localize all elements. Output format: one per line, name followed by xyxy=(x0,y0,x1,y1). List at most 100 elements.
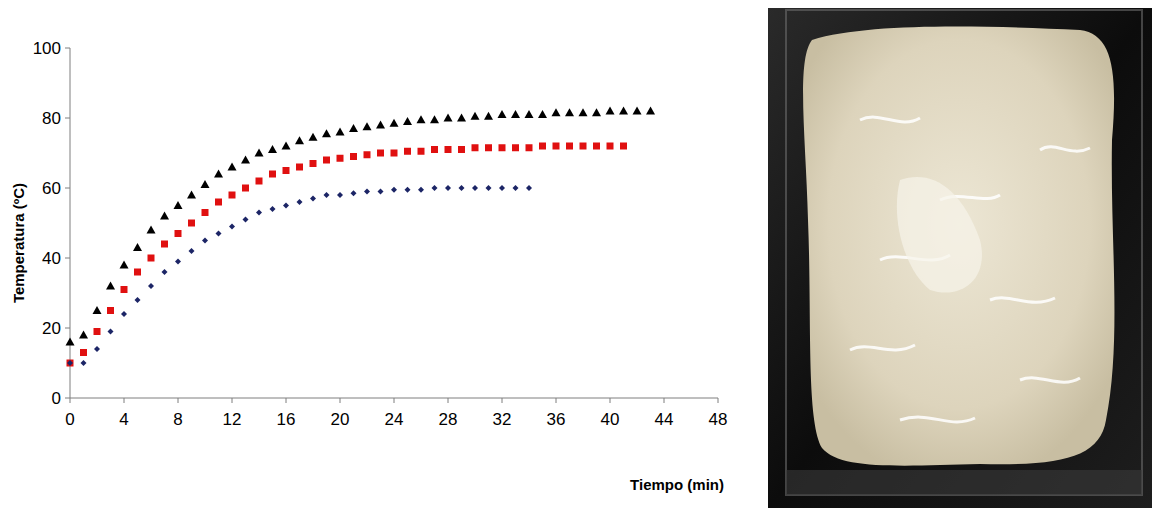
data-point xyxy=(592,108,601,116)
data-point xyxy=(364,151,371,158)
x-tick xyxy=(340,398,341,403)
data-point xyxy=(120,261,129,269)
x-tick xyxy=(286,398,287,403)
reflection xyxy=(1020,378,1080,382)
data-point xyxy=(606,107,615,115)
bag-contents xyxy=(803,27,1114,466)
data-point xyxy=(66,338,75,346)
data-point xyxy=(121,286,128,293)
x-tick-label: 8 xyxy=(173,410,182,429)
data-point xyxy=(349,124,358,132)
data-point xyxy=(270,206,276,212)
data-point xyxy=(350,153,357,160)
y-tick-label: 80 xyxy=(42,109,61,128)
y-tick xyxy=(65,188,70,189)
x-tick xyxy=(556,398,557,403)
data-point xyxy=(552,108,561,116)
data-point xyxy=(93,306,102,314)
x-tick-label: 12 xyxy=(223,410,242,429)
data-point xyxy=(322,129,331,137)
y-tick xyxy=(65,118,70,119)
data-point xyxy=(418,148,425,155)
data-point xyxy=(310,160,317,167)
data-point xyxy=(162,269,168,275)
data-point xyxy=(486,185,492,191)
x-tick-label: 0 xyxy=(65,410,74,429)
x-tick-label: 48 xyxy=(709,410,728,429)
y-axis-title: Temperatura (ºC) xyxy=(10,183,27,303)
data-point xyxy=(268,145,277,153)
data-point xyxy=(323,157,330,164)
data-point xyxy=(94,346,100,352)
data-point xyxy=(242,185,249,192)
data-point xyxy=(201,180,210,188)
x-tick-label: 40 xyxy=(601,410,620,429)
data-point xyxy=(79,331,88,339)
data-point xyxy=(538,110,547,118)
data-point xyxy=(418,187,424,193)
data-point xyxy=(404,148,411,155)
data-point xyxy=(403,117,412,125)
data-point xyxy=(364,189,370,195)
data-point xyxy=(378,189,384,195)
data-point xyxy=(513,185,519,191)
data-point xyxy=(511,110,520,118)
data-point xyxy=(121,311,127,317)
data-point xyxy=(553,143,560,150)
data-point xyxy=(445,146,452,153)
figure: 02040608010004812162024283236404448Tempe… xyxy=(0,0,1152,508)
data-point xyxy=(526,185,532,191)
x-tick-label: 16 xyxy=(277,410,296,429)
data-point xyxy=(499,185,505,191)
reflection xyxy=(897,177,982,292)
x-tick xyxy=(448,398,449,403)
data-point xyxy=(187,191,196,199)
data-point xyxy=(471,112,480,120)
data-point xyxy=(161,241,168,248)
y-tick xyxy=(65,258,70,259)
data-point xyxy=(67,360,73,366)
data-point xyxy=(106,282,115,290)
data-point xyxy=(337,155,344,162)
data-point xyxy=(565,108,574,116)
data-point xyxy=(376,121,385,129)
data-point xyxy=(148,283,154,289)
data-point xyxy=(484,112,493,120)
data-point xyxy=(229,192,236,199)
plot-area xyxy=(66,107,656,367)
data-point xyxy=(633,107,642,115)
data-point xyxy=(295,136,304,144)
x-tick xyxy=(394,398,395,403)
data-point xyxy=(351,190,357,196)
x-tick-label: 44 xyxy=(655,410,674,429)
data-point xyxy=(80,349,87,356)
reflection xyxy=(860,117,920,122)
x-tick xyxy=(232,398,233,403)
x-tick xyxy=(124,398,125,403)
data-point xyxy=(472,144,479,151)
data-point xyxy=(620,143,627,150)
data-point xyxy=(67,360,74,367)
data-point xyxy=(94,328,101,335)
data-point xyxy=(377,150,384,157)
data-point xyxy=(229,224,235,230)
y-tick xyxy=(65,48,70,49)
data-point xyxy=(108,329,114,335)
data-point xyxy=(580,143,587,150)
y-tick-label: 20 xyxy=(42,319,61,338)
x-tick-label: 32 xyxy=(493,410,512,429)
data-point xyxy=(417,115,426,123)
data-point xyxy=(215,199,222,206)
y-tick-label: 100 xyxy=(33,39,61,58)
bag-edge xyxy=(786,10,1142,495)
data-point xyxy=(228,163,237,171)
x-tick xyxy=(718,398,719,403)
y-tick-label: 60 xyxy=(42,179,61,198)
x-tick-label: 28 xyxy=(439,410,458,429)
data-point xyxy=(175,230,182,237)
data-point xyxy=(526,144,533,151)
data-point xyxy=(160,212,169,220)
y-tick xyxy=(65,328,70,329)
x-axis-title: Tiempo (min) xyxy=(630,476,724,493)
reflection xyxy=(850,345,915,350)
